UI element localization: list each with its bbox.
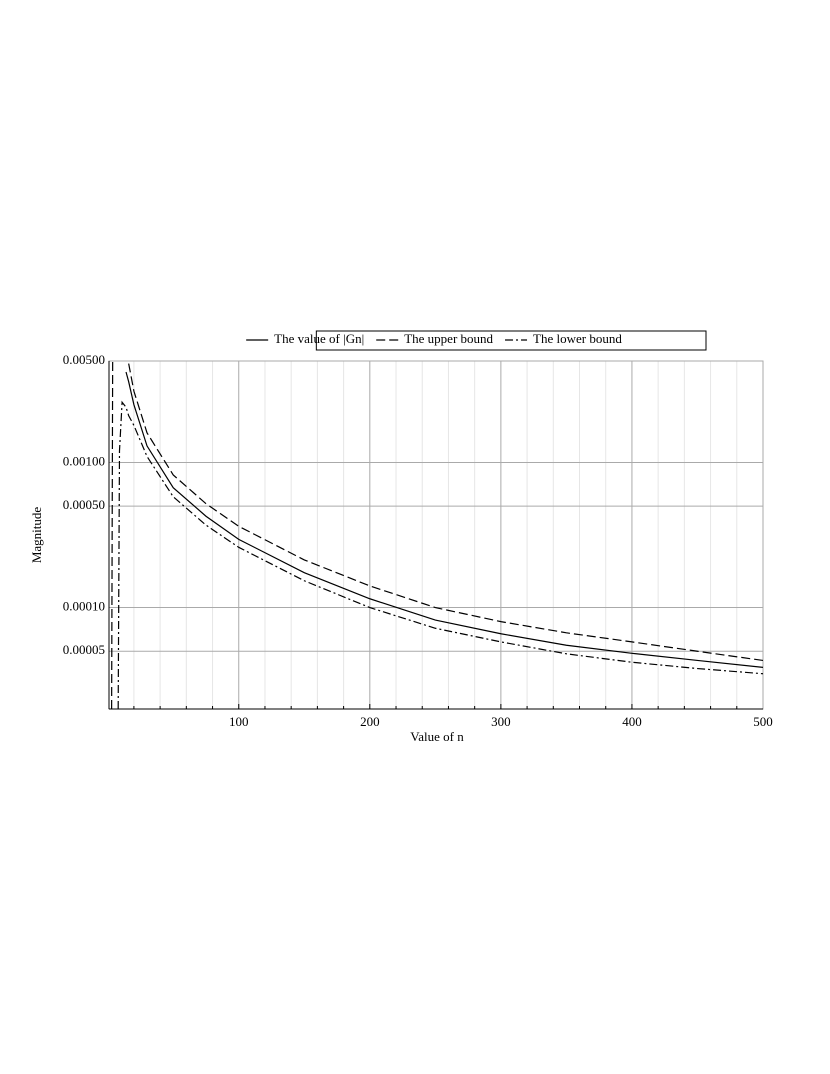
series-line bbox=[111, 361, 763, 709]
y-axis-label: Magnitude bbox=[29, 507, 44, 564]
y-tick-label: 0.00500 bbox=[63, 352, 105, 367]
series-line bbox=[125, 371, 763, 668]
y-tick-label: 0.00010 bbox=[63, 599, 105, 614]
x-tick-label: 400 bbox=[622, 714, 642, 729]
y-tick-label: 0.00050 bbox=[63, 497, 105, 512]
legend-label: The upper bound bbox=[404, 331, 493, 346]
y-tick-label: 0.00005 bbox=[63, 642, 105, 657]
plot-area bbox=[111, 361, 763, 709]
x-axis-label: Value of n bbox=[410, 729, 464, 744]
y-tick-label: 0.00100 bbox=[63, 453, 105, 468]
x-tick-label: 100 bbox=[229, 714, 249, 729]
x-tick-label: 300 bbox=[491, 714, 511, 729]
x-tick-label: 200 bbox=[360, 714, 380, 729]
legend-label: The lower bound bbox=[533, 331, 622, 346]
series-line bbox=[117, 400, 763, 709]
legend: The value of |Gn| The upper bound The lowe… bbox=[246, 330, 707, 351]
legend-label: The value of |Gn| bbox=[274, 331, 364, 346]
x-tick-label: 500 bbox=[753, 714, 773, 729]
